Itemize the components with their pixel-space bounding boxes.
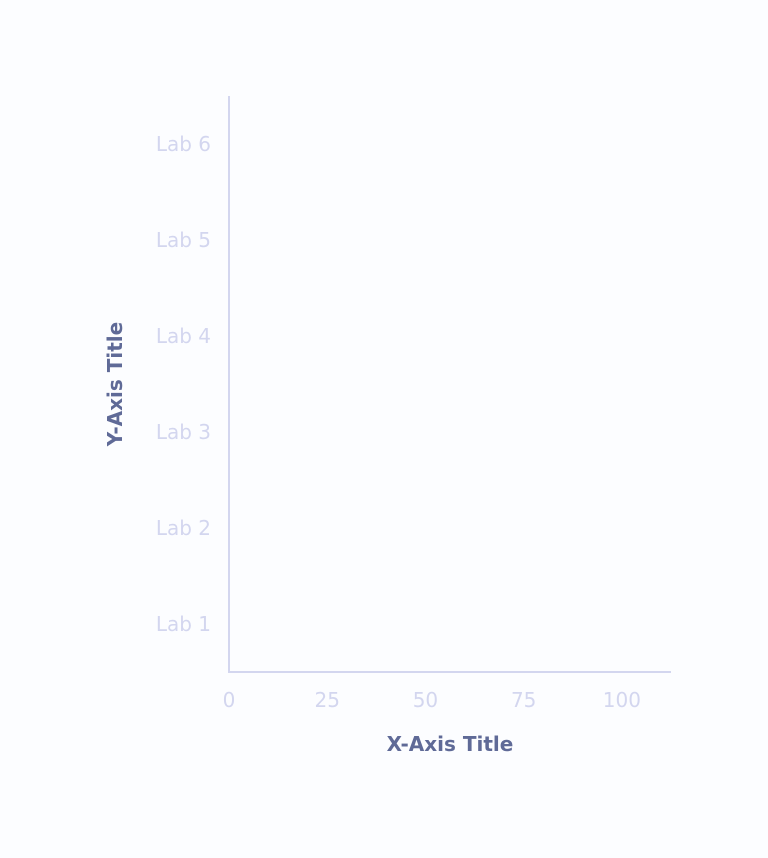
- x-tick-label: 25: [314, 688, 339, 712]
- x-tick-label: 0: [223, 688, 236, 712]
- y-tick-label: Lab 5: [156, 228, 211, 252]
- y-tick-label: Lab 3: [156, 420, 211, 444]
- x-tick-label: 75: [511, 688, 536, 712]
- y-tick-label: Lab 6: [156, 132, 211, 156]
- x-axis-title: X-Axis Title: [387, 732, 514, 756]
- x-tick-label: 100: [603, 688, 641, 712]
- y-axis-title: Y-Axis Title: [103, 322, 127, 447]
- y-tick-label: Lab 4: [156, 324, 211, 348]
- y-tick-label: Lab 1: [156, 612, 211, 636]
- x-tick-label: 50: [413, 688, 438, 712]
- y-tick-label: Lab 2: [156, 516, 211, 540]
